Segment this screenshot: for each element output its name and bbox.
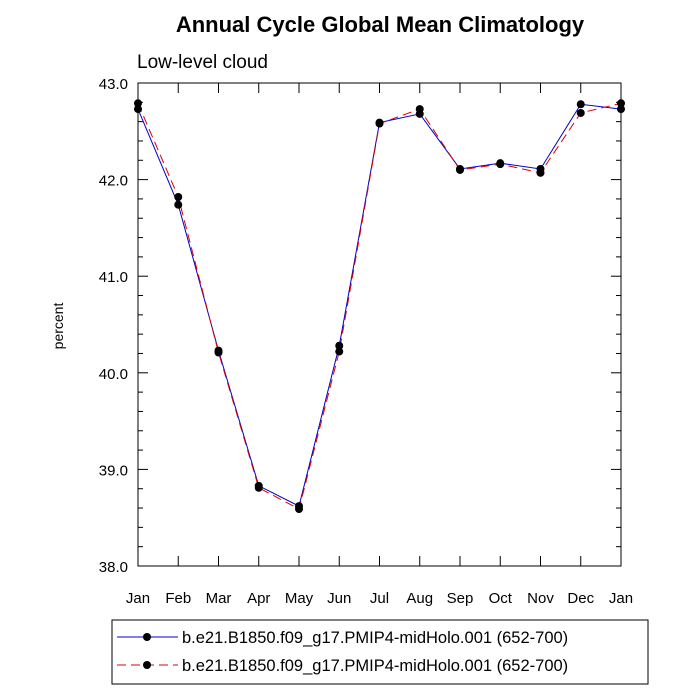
series-2-point <box>576 108 585 117</box>
series-2-point <box>214 348 223 357</box>
series-1-point <box>174 200 183 209</box>
y-tick-label: 38.0 <box>99 559 128 576</box>
series-2-point <box>375 119 384 128</box>
y-tick-label: 42.0 <box>99 173 128 190</box>
x-tick-label: Jan <box>126 590 150 607</box>
y-tick-label: 40.0 <box>99 366 128 383</box>
tick-labels: Jan Feb Mar Apr May Jun Jul Aug Sep Oct Nov Dec Jan 3… <box>99 76 633 607</box>
x-tick-label: Jun <box>327 590 351 607</box>
series-line-1 <box>137 103 622 507</box>
y-tick-label: 43.0 <box>99 76 128 93</box>
series-2-point <box>415 105 424 114</box>
series-1-point <box>335 341 344 350</box>
series-2-point <box>536 168 545 177</box>
legend-marker-2 <box>143 661 151 669</box>
x-tick-label: Aug <box>406 590 433 607</box>
series-markers <box>134 99 625 514</box>
legend-label-2: b.e21.B1850.f09_g17.PMIP4-midHolo.001 (6… <box>182 657 568 675</box>
x-tick-label: Apr <box>247 590 270 607</box>
x-tick-label: Oct <box>489 590 513 607</box>
series-2-point <box>617 99 625 108</box>
y-tick-label: 39.0 <box>99 462 128 479</box>
series-1-point <box>617 105 625 114</box>
series-1-point <box>134 105 142 114</box>
x-tick-label: Feb <box>165 590 191 607</box>
x-tick-label: Nov <box>527 590 554 607</box>
x-tick-label: Sep <box>447 590 474 607</box>
chart-title: Annual Cycle Global Mean Climatology <box>176 12 585 37</box>
series-2-point <box>254 483 263 492</box>
y-axis-label: percent <box>50 303 66 350</box>
series-2-point <box>456 165 464 174</box>
series-lines <box>137 102 622 510</box>
series-2-point <box>174 192 183 201</box>
series-line-2 <box>137 102 622 510</box>
series-1-point <box>576 100 585 109</box>
x-tick-label: Jan <box>609 590 633 607</box>
series-2-point <box>496 160 505 169</box>
chart-subtitle: Low-level cloud <box>137 52 268 73</box>
x-tick-label: Mar <box>206 590 232 607</box>
series-2-point <box>335 347 344 356</box>
y-tick-label: 41.0 <box>99 269 128 286</box>
series-2-point <box>295 505 303 514</box>
legend: b.e21.B1850.f09_g17.PMIP4-midHolo.001 (6… <box>111 619 649 685</box>
x-tick-label: Dec <box>567 590 594 607</box>
series-2-point <box>134 99 142 108</box>
legend-box <box>111 619 649 685</box>
legend-marker-1 <box>143 633 151 641</box>
legend-label-1: b.e21.B1850.f09_g17.PMIP4-midHolo.001 (6… <box>182 629 568 647</box>
axis-ticks <box>137 82 622 567</box>
x-tick-label: Jul <box>370 590 389 607</box>
x-tick-label: May <box>285 590 314 607</box>
